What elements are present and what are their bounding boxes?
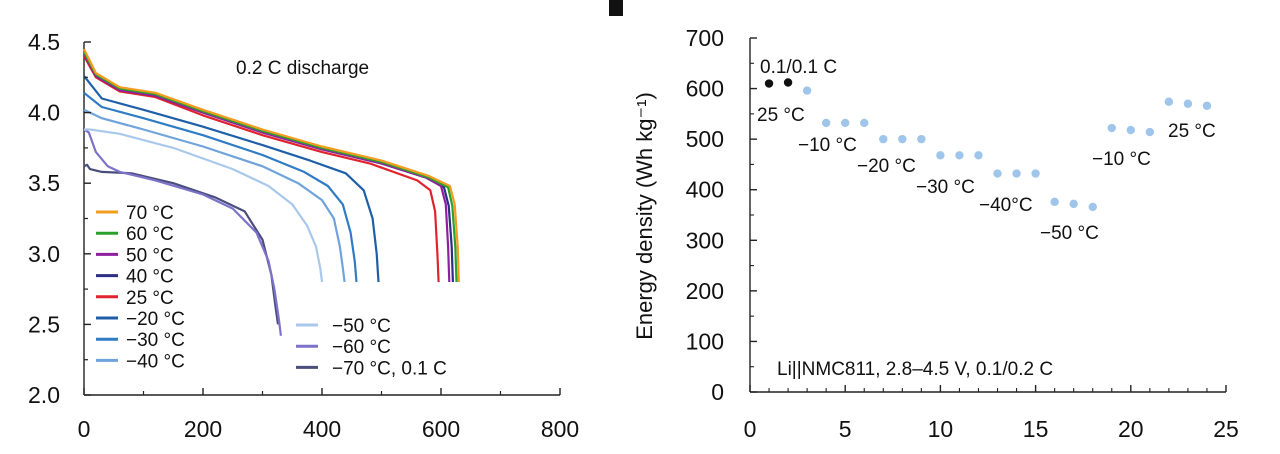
right-y-tick-label: 700 xyxy=(686,25,724,51)
condition-label: −30 °C xyxy=(916,177,975,198)
right-y-tick-label: 100 xyxy=(686,328,724,354)
legend-label: −50 °C xyxy=(332,316,391,337)
energy-density-chart: 0 5 10 15 20 25 0 100 200 300 400 500 600 700 0.1/0.1… xyxy=(632,25,1239,442)
discharge-annotation: 0.2 C discharge xyxy=(236,58,369,79)
right-y-tick-label: 0 xyxy=(711,379,724,405)
right-x-tick-label: 10 xyxy=(928,416,954,442)
right-x-tick-label: 5 xyxy=(839,416,852,442)
discharge-curve xyxy=(83,51,458,283)
condition-label: −10 °C xyxy=(798,135,857,156)
legend-label: 25 °C xyxy=(126,288,174,309)
right-x-tick-label: 15 xyxy=(1023,416,1049,442)
energy-density-point xyxy=(1088,202,1097,212)
discharge-chart: 0 200 400 600 800 2.0 2.5 3.0 3.5 4.0 4.5 0.2 C di… xyxy=(28,29,579,442)
discharge-curve xyxy=(84,128,324,283)
right-y-tick-label: 400 xyxy=(686,177,724,203)
energy-density-point xyxy=(1145,127,1155,137)
energy-density-point xyxy=(898,134,907,144)
energy-density-point xyxy=(1012,169,1021,178)
right-y-tick-label: 300 xyxy=(686,227,724,253)
energy-density-point xyxy=(936,151,945,160)
energy-density-points xyxy=(764,78,1212,212)
energy-density-point xyxy=(764,79,774,88)
discharge-curve xyxy=(83,75,380,283)
legend-label: −30 °C xyxy=(126,330,185,351)
condition-label: −10 °C xyxy=(1092,149,1151,170)
energy-density-point xyxy=(1183,99,1193,108)
cell-config-annotation: Li||NMC811, 2.8–4.5 V, 0.1/0.2 C xyxy=(777,359,1053,380)
discharge-legend: 70 °C60 °C50 °C40 °C25 °C−20 °C−30 °C−40… xyxy=(96,203,447,379)
discharge-curve xyxy=(83,52,451,283)
energy-density-point xyxy=(917,134,926,144)
left-x-tick-label: 800 xyxy=(541,416,579,442)
energy-density-point xyxy=(974,151,983,160)
legend-label: 50 °C xyxy=(126,245,174,266)
left-x-tick-label: 400 xyxy=(303,416,341,442)
discharge-curve xyxy=(83,91,358,283)
legend-label: −60 °C xyxy=(332,337,391,358)
legend-label: 40 °C xyxy=(126,267,174,288)
left-y-tick-label: 2.5 xyxy=(28,311,60,337)
y-axis-label: Energy density (Wh kg⁻¹) xyxy=(632,92,657,340)
legend-label: 60 °C xyxy=(126,224,174,245)
left-y-tick-label: 4.0 xyxy=(28,100,60,126)
right-y-tick-label: 600 xyxy=(686,76,724,102)
legend-label: 70 °C xyxy=(126,203,174,224)
discharge-curve xyxy=(83,108,346,283)
discharge-curves xyxy=(83,48,460,336)
left-y-tick-label: 3.0 xyxy=(28,241,60,267)
energy-density-point xyxy=(1202,101,1212,110)
discharge-curve xyxy=(83,128,282,336)
condition-label: −40°C xyxy=(979,195,1033,216)
energy-density-point xyxy=(1031,169,1040,178)
energy-density-point xyxy=(1107,123,1116,133)
right-x-tick-label: 0 xyxy=(744,416,757,442)
energy-density-point xyxy=(1050,197,1059,207)
left-x-tick-label: 200 xyxy=(184,416,222,442)
right-x-tick-label: 20 xyxy=(1118,416,1144,442)
right-x-tick-label: 25 xyxy=(1213,416,1239,442)
left-y-tick-label: 2.0 xyxy=(28,382,60,408)
energy-density-point xyxy=(879,134,888,144)
left-x-tick-label: 600 xyxy=(422,416,460,442)
left-y-tick-label: 3.5 xyxy=(28,170,60,196)
energy-density-point xyxy=(783,78,793,87)
legend-label: −40 °C xyxy=(126,351,185,372)
left-x-tick-label: 0 xyxy=(78,416,91,442)
energy-density-point xyxy=(802,86,812,95)
right-y-tick-label: 200 xyxy=(686,278,724,304)
left-y-tick-label: 4.5 xyxy=(28,29,60,55)
condition-label: 25 °C xyxy=(1168,121,1216,142)
condition-label: 0.1/0.1 C xyxy=(760,57,837,78)
energy-density-point xyxy=(821,118,831,128)
condition-label: 25 °C xyxy=(757,105,805,126)
left-ticks: 0 200 400 600 800 2.0 2.5 3.0 3.5 4.0 4.5 xyxy=(28,29,579,442)
right-y-tick-label: 500 xyxy=(686,126,724,152)
discharge-curve xyxy=(83,55,440,283)
energy-density-point xyxy=(860,118,869,128)
energy-density-point xyxy=(993,169,1002,178)
legend-label: −20 °C xyxy=(126,309,185,330)
condition-label: −50 °C xyxy=(1040,223,1099,244)
right-ticks: 0 5 10 15 20 25 0 100 200 300 400 500 600 700 xyxy=(686,25,1239,442)
energy-density-point xyxy=(955,151,964,160)
energy-density-point xyxy=(1126,125,1136,135)
energy-density-point xyxy=(841,118,850,128)
legend-label: −70 °C, 0.1 C xyxy=(332,358,447,379)
panel-letter-fragment xyxy=(609,0,623,16)
condition-label: −20 °C xyxy=(857,156,916,177)
discharge-curve xyxy=(83,48,460,283)
energy-density-point xyxy=(1069,199,1078,209)
energy-density-point xyxy=(1164,97,1174,106)
condition-labels: 0.1/0.1 C25 °C−10 °C−20 °C−30 °C−40°C−50… xyxy=(757,57,1216,244)
